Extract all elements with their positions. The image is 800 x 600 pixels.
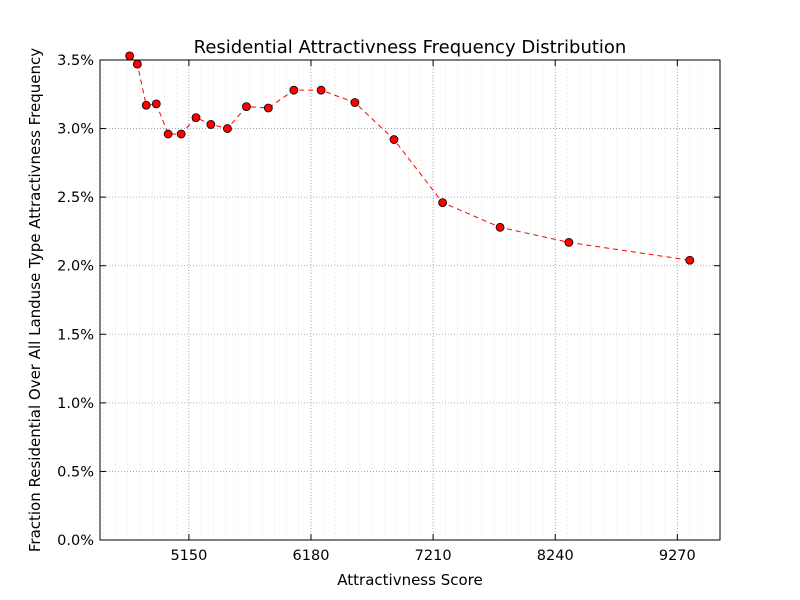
x-tick-label: 9270 xyxy=(659,548,696,564)
data-point xyxy=(132,59,142,69)
chart-title: Residential Attractivness Frequency Dist… xyxy=(194,37,627,58)
data-point xyxy=(564,237,574,247)
y-tick-label: 1.0% xyxy=(57,396,94,412)
series-layer xyxy=(125,51,695,265)
data-point xyxy=(350,98,360,107)
y-axis-label: Fraction Residential Over All Landuse Ty… xyxy=(26,48,44,552)
y-tick-label: 3.0% xyxy=(57,122,94,138)
data-point xyxy=(223,124,232,133)
x-tick-label: 7210 xyxy=(415,548,452,564)
x-tick-label: 5150 xyxy=(170,548,207,564)
minor-gridlines xyxy=(103,60,715,540)
x-tick-label: 8240 xyxy=(537,548,574,564)
data-point xyxy=(141,100,151,110)
data-point xyxy=(495,222,505,232)
y-tick-label: 0.0% xyxy=(57,533,94,549)
data-point xyxy=(206,120,216,129)
data-point xyxy=(438,198,448,208)
x-axis: 5150 6180 7210 8240 9270 xyxy=(170,60,696,564)
data-point xyxy=(191,113,201,122)
data-point xyxy=(289,85,299,95)
y-tick-label: 2.5% xyxy=(57,190,94,206)
data-point xyxy=(316,85,326,95)
series-line xyxy=(129,55,690,261)
data-point xyxy=(125,51,135,61)
data-point xyxy=(151,99,161,109)
y-axis: 0.0% 0.5% 1.0% 1.5% 2.0% 2.5% 3.0% 3.5% xyxy=(57,53,720,549)
plot-area-frame xyxy=(99,59,721,541)
y-tick-label: 2.0% xyxy=(57,259,94,275)
data-point xyxy=(176,129,186,139)
data-point xyxy=(389,135,399,144)
x-axis-label: Attractivness Score xyxy=(337,571,482,589)
major-gridlines xyxy=(100,59,720,541)
data-point xyxy=(685,255,695,265)
data-point xyxy=(263,103,273,113)
y-tick-label: 3.5% xyxy=(57,53,94,69)
data-point xyxy=(163,129,173,139)
y-tick-label: 0.5% xyxy=(57,464,94,480)
data-point xyxy=(242,102,251,112)
y-tick-label: 1.5% xyxy=(57,327,94,343)
x-tick-label: 6180 xyxy=(293,548,330,564)
